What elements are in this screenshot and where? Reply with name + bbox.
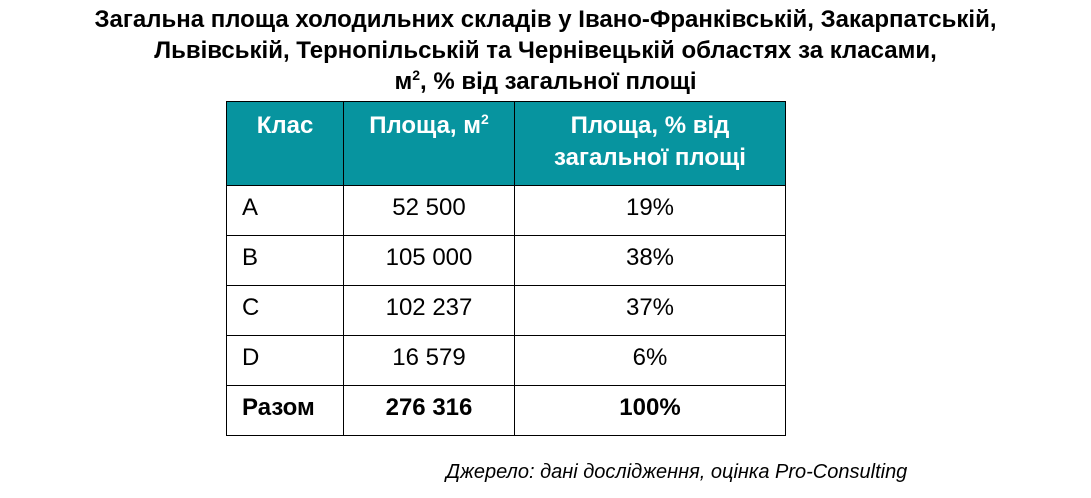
total-label-cell: Разом [226, 385, 344, 436]
total-area-cell: 276 316 [343, 385, 515, 436]
source-note: Джерело: дані дослідження, оцінка Pro-Co… [446, 461, 908, 483]
row-area-cell: 52 500 [343, 185, 515, 236]
table-row: D 16 579 6% [226, 335, 786, 386]
row-share-cell: 19% [514, 185, 786, 236]
warehouse-area-table: Клас Площа, м2 Площа, % від загальної пло… [226, 101, 786, 436]
table-row: A 52 500 19% [226, 185, 786, 236]
page-title: Загальна площа холодильних складів у Іва… [0, 4, 1091, 97]
row-class-cell: A [226, 185, 344, 236]
table-header-row: Клас Площа, м2 Площа, % від загальної пло… [226, 101, 786, 186]
header-share: Площа, % від загальної площі [514, 101, 786, 186]
table-row: C 102 237 37% [226, 285, 786, 336]
header-share-line-1: Площа, % від [570, 112, 730, 139]
table-total-row: Разом 276 316 100% [226, 385, 786, 436]
header-class: Клас [226, 101, 344, 186]
row-share-cell: 37% [514, 285, 786, 336]
title-unit-suffix: , % від загальної площі [420, 68, 697, 95]
header-area: Площа, м2 [343, 101, 515, 186]
header-area-label: Площа, м [369, 112, 482, 139]
header-area-exponent: 2 [481, 111, 489, 127]
title-line-3: м2, % від загальної площі [0, 66, 1091, 97]
total-share-cell: 100% [514, 385, 786, 436]
header-share-line-2: загальної площі [554, 144, 746, 171]
row-area-cell: 105 000 [343, 235, 515, 286]
row-share-cell: 38% [514, 235, 786, 286]
title-unit: м [394, 68, 413, 95]
row-class-cell: D [226, 335, 344, 386]
row-area-cell: 102 237 [343, 285, 515, 336]
row-class-cell: C [226, 285, 344, 336]
title-line-1: Загальна площа холодильних складів у Іва… [94, 6, 997, 33]
row-area-cell: 16 579 [343, 335, 515, 386]
row-share-cell: 6% [514, 335, 786, 386]
title-line-2: Львівській, Тернопільській та Чернівецьк… [154, 37, 937, 64]
row-class-cell: B [226, 235, 344, 286]
title-unit-exponent: 2 [412, 67, 420, 83]
table-row: B 105 000 38% [226, 235, 786, 286]
